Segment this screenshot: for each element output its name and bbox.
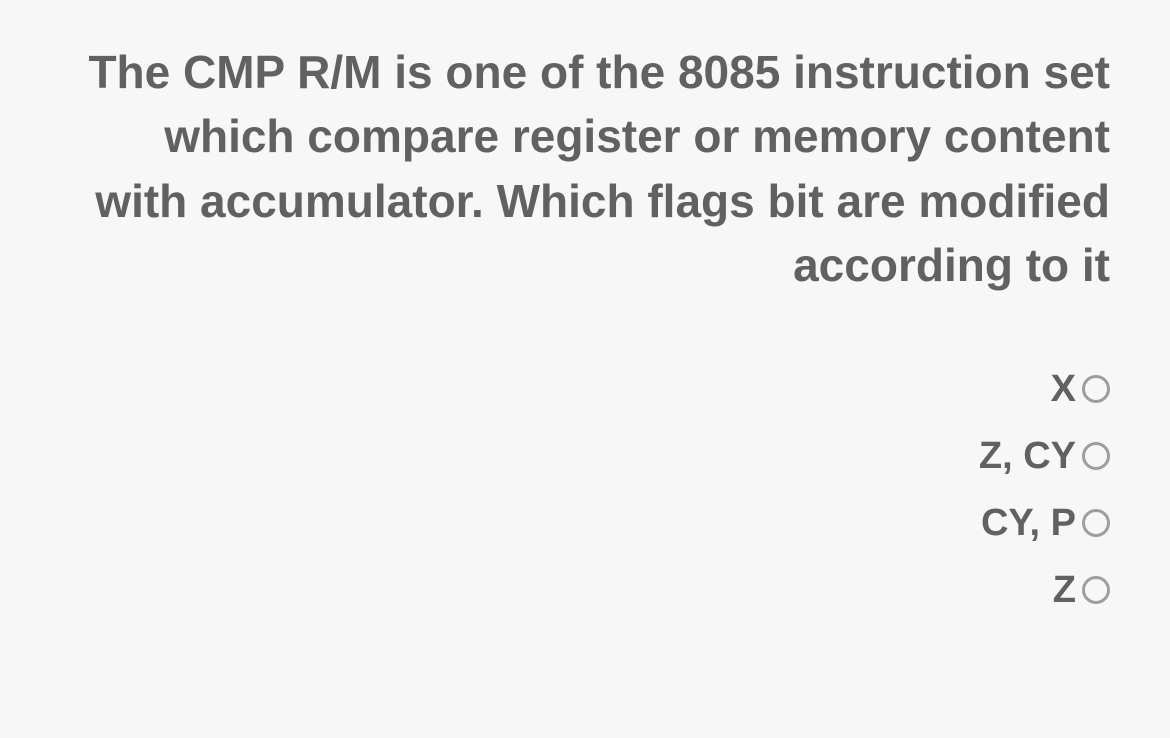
- option-label-x: X: [1051, 368, 1076, 411]
- option-row[interactable]: Z, CY: [979, 435, 1110, 478]
- options-list: X Z, CY CY, P Z: [70, 368, 1110, 612]
- radio-icon[interactable]: [1082, 375, 1110, 403]
- question-text: The CMP R/M is one of the 8085 instructi…: [70, 40, 1110, 298]
- radio-icon[interactable]: [1082, 576, 1110, 604]
- option-label-z: Z: [1053, 569, 1076, 612]
- option-label-z-cy: Z, CY: [979, 435, 1076, 478]
- radio-icon[interactable]: [1082, 509, 1110, 537]
- option-row[interactable]: Z: [1053, 569, 1110, 612]
- option-row[interactable]: CY, P: [981, 502, 1110, 545]
- option-label-cy-p: CY, P: [981, 502, 1076, 545]
- radio-icon[interactable]: [1082, 442, 1110, 470]
- option-row[interactable]: X: [1051, 368, 1110, 411]
